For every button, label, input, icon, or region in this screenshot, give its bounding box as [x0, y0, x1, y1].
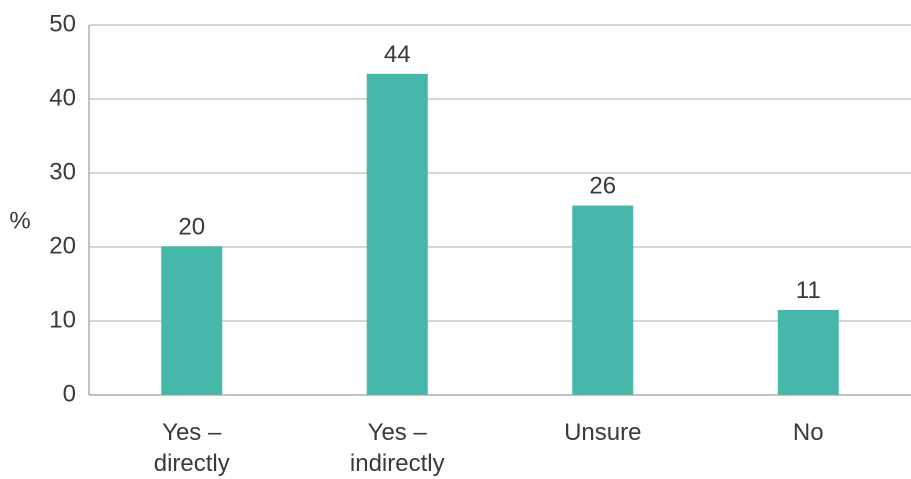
x-category-label-2: Unsure — [564, 419, 641, 446]
gridlines — [88, 24, 911, 395]
x-category-label-3: No — [793, 419, 824, 446]
bar-3 — [777, 309, 839, 395]
y-axis-title: % — [9, 207, 30, 234]
x-category-line-1-1: indirectly — [350, 450, 445, 477]
x-category-label-0: Yes – directly — [154, 419, 230, 477]
bars — [161, 73, 839, 395]
y-axis-ticks: 0 10 20 30 40 50 — [49, 10, 76, 407]
y-tick-label-50: 50 — [49, 10, 76, 37]
y-tick-label-30: 30 — [49, 158, 76, 185]
y-tick-label-20: 20 — [49, 232, 76, 259]
x-axis-categories: Yes – directly Yes – indirectly Unsure No — [154, 419, 824, 477]
data-labels: 20 44 26 11 — [178, 41, 820, 304]
x-category-line-3-0: No — [793, 419, 824, 446]
data-label-3: 11 — [796, 277, 821, 304]
y-tick-label-0: 0 — [63, 380, 76, 407]
bar-1 — [366, 73, 428, 395]
x-category-line-0-1: directly — [154, 450, 230, 477]
x-category-label-1: Yes – indirectly — [350, 419, 445, 477]
x-category-line-1-0: Yes – — [368, 419, 428, 446]
y-tick-label-10: 10 — [49, 306, 76, 333]
x-category-line-2-0: Unsure — [564, 419, 641, 446]
x-category-line-0-0: Yes – — [162, 419, 222, 446]
data-label-1: 44 — [384, 41, 411, 68]
data-label-0: 20 — [178, 213, 205, 240]
y-tick-label-40: 40 — [49, 84, 76, 111]
bar-2 — [572, 205, 634, 395]
bar-0 — [161, 246, 223, 395]
data-label-2: 26 — [589, 173, 616, 200]
